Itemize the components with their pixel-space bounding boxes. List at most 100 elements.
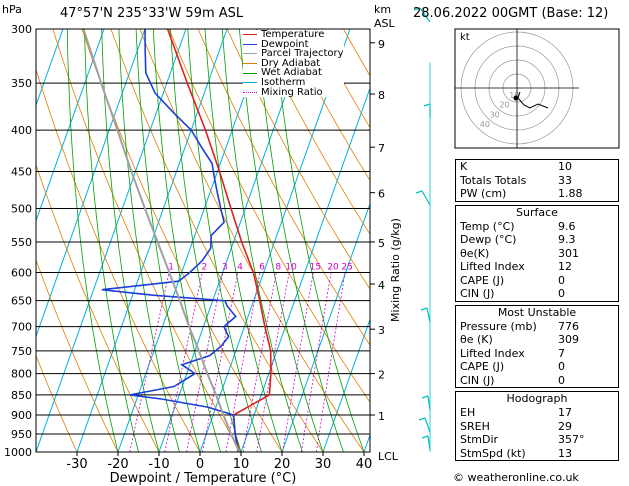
index-label: CIN (J) [460,373,495,387]
pressure-tick-label: 800 [11,368,32,381]
series-dewpoint [101,29,239,452]
x-tick-label: 10 [233,457,250,472]
series-parcel-trajectory [82,29,241,452]
legend-label: Dewpoint [261,38,309,50]
mixing-ratio-line [301,272,332,452]
pressure-tick-label: 500 [11,202,32,215]
index-section-title: Hodograph [506,392,568,405]
index-row: PW (cm) 1.88 [456,187,618,201]
dry-adiabat-line [139,29,365,452]
dry-adiabat-line [110,29,324,452]
index-value: 0 [558,273,565,287]
pressure-tick-label: 900 [11,409,32,422]
legend-item: Isotherm [243,78,344,88]
x-tick-label: 20 [274,457,291,472]
index-label: EH [460,406,476,419]
km-tick-label: 2 [378,369,385,382]
wet-adiabat-line [187,29,262,452]
km-tick-label: 9 [378,38,385,51]
index-value: 309 [558,333,579,346]
km-tick-label: 6 [378,188,385,201]
datetime-title: 28.06.2022 00GMT (Base: 12) [413,6,609,21]
index-row: Temp (°C) 9.6 [456,220,618,234]
km-tick-label: 4 [378,279,385,292]
wet-adiabat-line [118,29,180,452]
index-label: CAPE (J) [460,273,505,287]
legend-swatch [243,72,257,74]
mixing-ratio-label: 8 [275,263,281,273]
index-row: SREH 29 [456,420,618,434]
index-label: PW (cm) [460,187,507,200]
index-value: 29 [558,419,572,433]
index-label: Dewp (°C) [460,233,517,246]
legend-item: Temperature [243,30,344,40]
wet-adiabat-line [256,29,344,452]
wind-barb [419,7,431,23]
dry-adiabat-line [168,29,370,403]
index-value: 10 [558,160,572,173]
x-tick-label: 30 [315,457,332,472]
index-label: Lifted Index [460,346,525,360]
km-tick-label: 3 [378,324,385,337]
wind-barb-flag [421,395,429,399]
index-row: CAPE (J) 0 [456,274,618,288]
index-row: Totals Totals 33 [456,174,618,188]
index-value: 33 [558,173,572,187]
pressure-tick-label: 550 [11,236,32,249]
index-row: CAPE (J) 0 [456,360,618,374]
dry-adiabat-line [284,29,370,182]
mixing-ratio-label: 1 [168,263,174,273]
legend-item: Wet Adiabat [243,68,344,78]
wind-barb-flag [421,435,429,439]
isotherm-line [322,317,370,452]
index-section-title: Most Unstable [497,305,577,319]
index-value: 357° [558,433,585,446]
index-row: StmSpd (kt) 13 [456,447,618,461]
dry-adiabat-line [36,259,119,452]
index-row: StmDir 357° [456,433,618,447]
legend-label: Isotherm [261,76,306,88]
wind-profile [413,7,431,452]
index-value: 12 [558,260,572,273]
index-value: 0 [558,360,565,373]
wind-barb [427,395,431,411]
legend-item: Dewpoint [243,38,344,50]
hodograph-kt-label: kt [460,32,470,43]
credit-text: © weatheronline.co.uk [453,471,579,484]
km-tick-label: 5 [378,237,385,250]
index-label: CAPE (J) [460,360,505,373]
dry-adiabat-line [255,29,370,235]
pressure-tick-label: 650 [11,295,32,308]
location-title: 47°57'N 235°33'W 59m ASL [60,6,244,21]
mixing-ratio-line [186,272,224,452]
pressure-tick-label: 300 [11,23,32,36]
index-row: θe (K) 309 [456,333,618,347]
legend-swatch [243,82,257,84]
index-value: 17 [558,406,572,419]
mixing-ratio-line [315,272,346,452]
legend-label: Mixing Ratio [261,86,323,98]
index-value: 0 [558,373,565,387]
isotherm-line [36,29,105,223]
lcl-label: LCL [378,450,399,463]
index-row: Pressure (mb) 776 [456,320,618,334]
hodograph-ring-label: 10 [509,91,519,100]
index-value: 13 [558,446,572,460]
indices-hodograph: Hodograph EH 17 SREH 29 StmDir 357° StmSpd (kt)… [455,391,619,461]
km-label: km [374,3,392,16]
isotherm-line [240,86,370,452]
km-tick-label: 1 [378,410,385,423]
wet-adiabat-line [84,29,139,452]
wet-adiabat-line [170,29,242,452]
hodograph-ring-label: 20 [499,101,509,110]
mixing-ratio-label: 10 [285,263,297,273]
index-label: Temp (°C) [460,219,515,233]
legend-swatch [243,63,257,65]
legend-label: Wet Adiabat [261,67,322,79]
hodograph-ring-label: 30 [490,110,500,119]
isotherm-line [36,29,146,338]
wind-barb [424,417,431,433]
pressure-tick-label: 950 [11,428,32,441]
pressure-tick-label: 750 [11,345,32,358]
index-label: Lifted Index [460,260,525,273]
